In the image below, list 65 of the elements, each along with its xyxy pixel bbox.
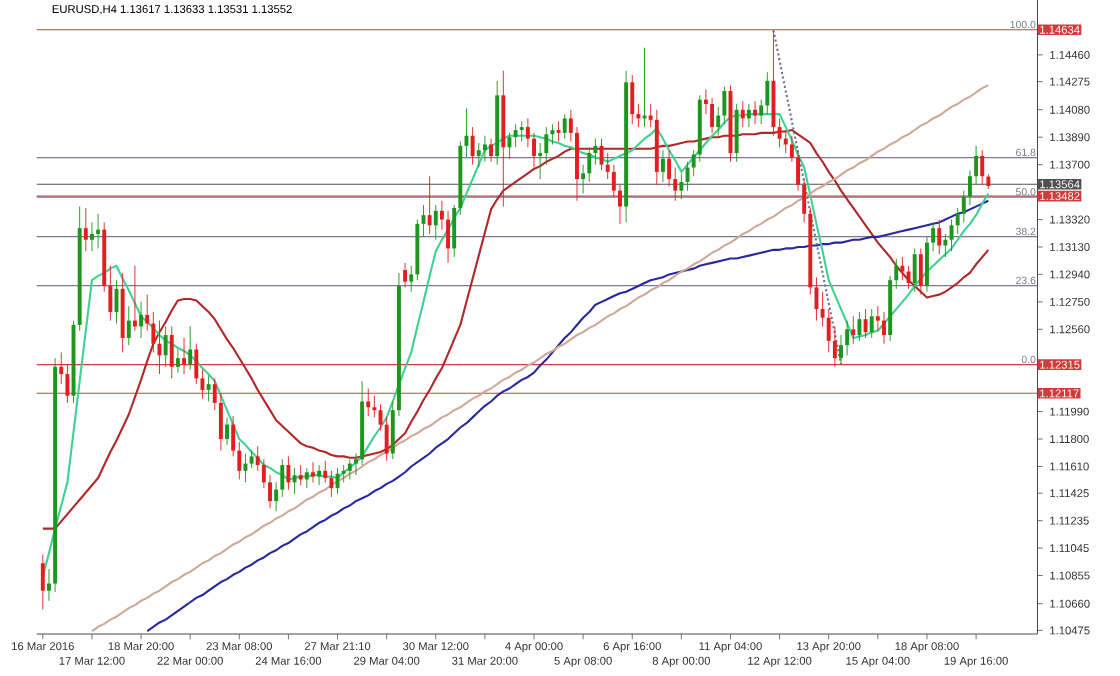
candlestick xyxy=(482,135,487,163)
candlestick xyxy=(96,213,101,249)
candlestick xyxy=(384,416,389,462)
candlestick xyxy=(403,262,408,288)
candlestick xyxy=(912,247,917,293)
candlestick xyxy=(225,416,229,446)
candlestick xyxy=(869,308,874,339)
candlestick xyxy=(476,142,481,169)
candlestick xyxy=(734,103,739,163)
candlestick xyxy=(298,464,303,486)
candlestick xyxy=(175,349,180,374)
candlestick xyxy=(433,204,438,241)
candlestick xyxy=(83,207,88,252)
candlestick xyxy=(660,149,665,183)
candlestick xyxy=(243,453,248,483)
candlestick xyxy=(562,113,567,140)
candlestick xyxy=(40,554,45,610)
candlestick xyxy=(740,100,745,128)
candlestick xyxy=(980,149,985,186)
candlestick xyxy=(599,138,604,171)
candlestick xyxy=(182,337,187,375)
candlestick xyxy=(169,325,174,379)
candlestick xyxy=(335,467,340,495)
candlestick xyxy=(538,142,543,180)
candlestick xyxy=(292,467,297,495)
candlestick xyxy=(427,175,432,235)
candlestick xyxy=(311,461,315,483)
candlestick xyxy=(857,311,862,342)
candlestick xyxy=(372,395,377,418)
candlestick xyxy=(900,256,905,281)
candlestick xyxy=(126,305,131,346)
candlestick xyxy=(918,247,923,296)
candlestick xyxy=(489,138,493,163)
candlestick xyxy=(304,467,309,489)
candlestick xyxy=(906,265,911,290)
candlestick xyxy=(89,221,94,252)
candlestick xyxy=(188,325,193,371)
candlestick xyxy=(863,308,868,339)
candlestick xyxy=(286,455,291,491)
candlestick xyxy=(667,149,672,187)
candlestick xyxy=(556,120,561,143)
candlestick xyxy=(845,320,850,356)
candlestick xyxy=(777,118,782,148)
candlestick xyxy=(943,233,948,258)
candlestick xyxy=(470,126,475,166)
candlestick xyxy=(513,123,518,148)
candlestick xyxy=(832,325,837,368)
candlestick xyxy=(347,458,352,480)
candlestick xyxy=(206,375,211,402)
candlestick xyxy=(519,120,524,143)
candlestick xyxy=(710,97,715,134)
candlestick xyxy=(218,392,223,452)
candlestick xyxy=(746,103,751,128)
candlestick xyxy=(851,315,856,345)
candlestick xyxy=(882,311,886,345)
candlestick xyxy=(139,301,144,339)
candlestick xyxy=(630,74,635,125)
candlestick xyxy=(507,132,512,160)
candlestick xyxy=(753,100,758,125)
candlestick xyxy=(323,460,328,483)
candlestick xyxy=(937,219,942,255)
candlestick xyxy=(317,464,322,486)
candlestick xyxy=(163,325,168,368)
candlestick xyxy=(679,172,684,200)
candlestick xyxy=(194,343,199,385)
